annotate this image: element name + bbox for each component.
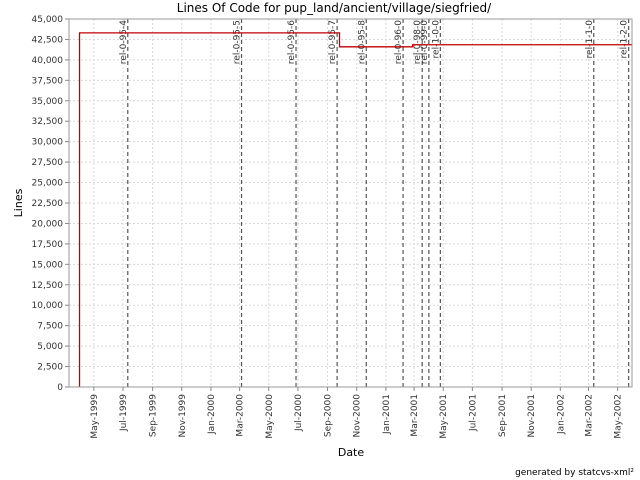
loc-series-line bbox=[78, 32, 632, 387]
y-tick-label: 2,500 bbox=[37, 363, 63, 373]
y-tick-label: 20,000 bbox=[32, 219, 64, 229]
x-tick-label: Jul-1999 bbox=[119, 394, 129, 432]
y-tick-label: 45,000 bbox=[32, 15, 64, 25]
x-tick-label: May-2001 bbox=[439, 394, 449, 439]
x-tick-label: Mar-2002 bbox=[585, 394, 595, 437]
release-tag-label: rel-0-95-6 bbox=[287, 20, 297, 64]
y-axis-label: Lines bbox=[12, 188, 25, 217]
x-tick-labels: May-1999 Jul-1999 Sep-1999 Nov-1999 Jan-2000… bbox=[90, 387, 624, 439]
y-tick-label: 27,500 bbox=[32, 158, 64, 168]
release-tags: rel-0-95-4 rel-0-95-5 rel-0-95-6 rel-0-95-7… bbox=[119, 19, 630, 387]
x-tick-label: Mar-2001 bbox=[410, 394, 420, 437]
release-tag-label: rel-0-95-8 bbox=[357, 20, 367, 64]
y-tick-label: 30,000 bbox=[32, 138, 64, 148]
y-tick-label: 32,500 bbox=[32, 117, 64, 127]
release-tag-label: rel-0-95-4 bbox=[119, 20, 129, 64]
x-tick-label: May-2002 bbox=[614, 394, 624, 439]
x-tick-label: Jul-2001 bbox=[468, 394, 478, 432]
y-tick-label: 15,000 bbox=[32, 260, 64, 270]
y-tick-label: 35,000 bbox=[32, 97, 64, 107]
y-tick-label: 17,500 bbox=[32, 240, 64, 250]
y-tick-label: 5,000 bbox=[37, 342, 63, 352]
grid-lines bbox=[69, 18, 632, 388]
release-tag-label: rel-0-95-5 bbox=[233, 20, 243, 64]
x-tick-label: Jan-2002 bbox=[556, 394, 566, 435]
x-tick-label: Nov-2001 bbox=[527, 394, 537, 437]
y-tick-label: 10,000 bbox=[32, 301, 64, 311]
y-tick-label: 22,500 bbox=[32, 199, 64, 209]
y-tick-label: 0 bbox=[57, 383, 63, 393]
x-tick-label: Sep-2001 bbox=[498, 394, 508, 437]
y-tick-label: 12,500 bbox=[32, 281, 64, 291]
x-tick-label: Mar-2000 bbox=[236, 394, 246, 437]
credit-text: generated by statcvs-xml² bbox=[515, 468, 634, 478]
x-tick-label: Nov-2000 bbox=[353, 394, 363, 438]
series-layer bbox=[78, 32, 632, 387]
release-tag-label: rel-1-2-0 bbox=[620, 20, 630, 59]
x-tick-label: Jan-2000 bbox=[207, 394, 217, 435]
release-tag-label: rel-0-98-0 bbox=[413, 20, 423, 64]
x-tick-label: Jan-2001 bbox=[382, 394, 392, 435]
release-tag-label: rel-0-95-7 bbox=[328, 20, 338, 64]
release-tag-label: rel-0-99-0 bbox=[420, 20, 430, 64]
y-tick-label: 42,500 bbox=[32, 35, 64, 45]
x-tick-label: May-1999 bbox=[90, 394, 100, 439]
release-tag-label: rel-1-0-0 bbox=[431, 20, 441, 59]
y-tick-label: 40,000 bbox=[32, 56, 64, 66]
y-tick-label: 25,000 bbox=[32, 179, 64, 189]
release-tag-label: rel-1-1-0 bbox=[585, 20, 595, 59]
x-tick-label: Sep-2000 bbox=[324, 394, 334, 437]
y-tick-labels: 0 2,500 5,000 7,500 10,000 12,500 15,000 17,500… bbox=[32, 15, 69, 393]
x-tick-label: Nov-1999 bbox=[178, 394, 188, 438]
y-tick-label: 7,500 bbox=[37, 322, 63, 332]
x-tick-label: May-2000 bbox=[265, 394, 275, 439]
y-tick-label: 37,500 bbox=[32, 76, 64, 86]
x-tick-label: Sep-1999 bbox=[149, 394, 159, 437]
x-tick-label: Jul-2000 bbox=[294, 394, 304, 432]
chart-title: Lines Of Code for pup_land/ancient/villa… bbox=[177, 1, 492, 15]
release-tag-label: rel-0-96-0 bbox=[394, 20, 404, 64]
x-axis-label: Date bbox=[338, 446, 365, 459]
